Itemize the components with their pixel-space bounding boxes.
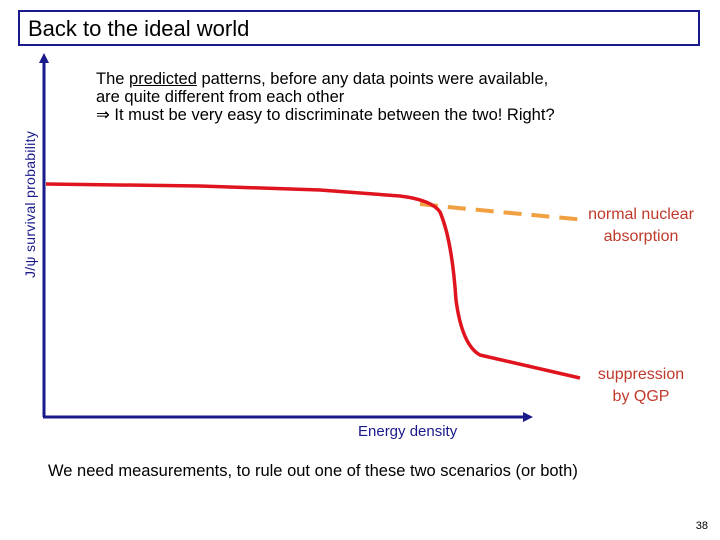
qgp-suppression-curve [45,182,581,380]
bottom-note: We need measurements, to rule out one of… [48,462,578,480]
intro-line-1: The predicted patterns, before any data … [96,70,656,88]
normal-absorption-label-line-1: normal nuclear [588,206,694,223]
normal-absorption-label: normal nuclear absorption [570,204,712,248]
slide-title: Back to the ideal world [28,16,250,41]
intro-line-2: are quite different from each other [96,88,345,106]
x-axis-label: Energy density [358,423,458,440]
qgp-suppression-label-line-1: suppression [597,366,685,383]
page-number: 38 [695,520,708,532]
intro-text: The predicted patterns, before any data … [96,70,656,124]
normal-absorption-curve [419,202,587,222]
qgp-suppression-label-line-2: by QGP [612,388,670,405]
title-box: Back to the ideal world [18,10,700,46]
intro-line-3: ⇒ It must be very easy to discriminate b… [96,106,555,124]
intro-line-1-prefix: The [96,70,130,88]
qgp-suppression-label: suppression by QGP [576,364,706,408]
intro-line-1-suffix: patterns, before any data points were av… [196,70,549,88]
normal-absorption-label-line-2: absorption [603,228,679,245]
intro-line-1-underlined: predicted [129,70,197,88]
